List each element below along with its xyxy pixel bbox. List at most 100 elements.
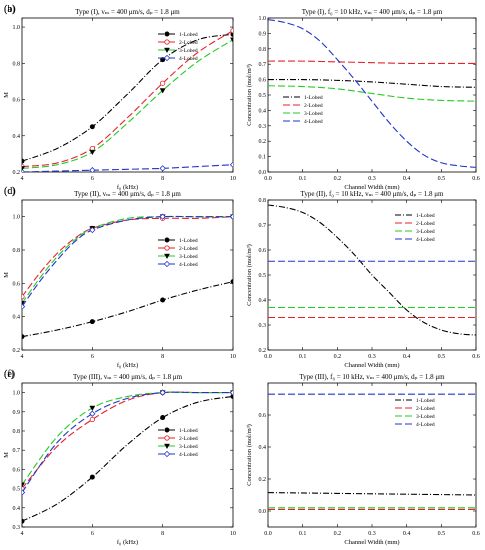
chart-panel-4: (d) Type (II), f₀ = 10 kHz, vₘ = 400 μm/s… (4, 186, 480, 369)
y-tick-label: 0.4 (259, 445, 267, 451)
x-tick-label: 0.3 (368, 176, 376, 182)
y-tick-label: 0.8 (13, 61, 21, 67)
series-4-marker-2 (159, 213, 166, 220)
x-tick-label: 0.3 (368, 531, 376, 537)
chart-title: Type (II), vₘ = 400 μm/s, dₚ = 1.8 μm (74, 190, 181, 198)
legend-label: 4-Lobed (416, 237, 435, 243)
y-axis-label: M (3, 92, 10, 98)
legend-3-marker-0 (164, 47, 170, 54)
series-4-lobed (22, 213, 233, 310)
x-tick-label: 0.2 (334, 176, 342, 182)
x-tick-label: 8 (161, 531, 164, 537)
series-4-lobed (22, 389, 233, 496)
y-tick-label: 1.0 (13, 215, 21, 221)
x-tick-label: 0.6 (472, 176, 480, 182)
series-4-marker-2 (159, 165, 166, 172)
y-tick-label: 0.1 (259, 155, 267, 161)
legend-label: 2-Lobed (179, 40, 198, 46)
series-3-marker-1 (89, 405, 96, 411)
series-2-marker-0 (22, 294, 25, 300)
series-1-marker-0 (22, 158, 25, 164)
y-tick-label: 0.3 (13, 525, 21, 531)
chart-panel-1: (a) Type (I), vₘ = 400 μm/s, dₚ = 1.8 μm 4… (3, 4, 236, 191)
series-1-marker-1 (89, 474, 95, 480)
legend-2-marker-0 (164, 245, 170, 251)
x-tick-label: 0.4 (403, 176, 411, 182)
x-axis-label: f₀ (kHz) (117, 539, 138, 546)
legend: 1-Lobed 2-Lobed 3-Lobed 4-Lobed (158, 237, 198, 268)
chart-title: Type (I), f₀ = 10 kHz, vₘ = 400 μm/s, dₚ… (302, 8, 443, 16)
series-4-marker-3 (229, 161, 233, 168)
series-line (22, 215, 233, 304)
series-2-lobed (22, 28, 233, 170)
series-1-lobed (268, 78, 476, 88)
x-tick-label: 6 (91, 176, 94, 182)
y-tick-label: 0.4 (13, 506, 21, 512)
legend-label: 2-Lobed (416, 221, 435, 227)
x-tick-label: 0.1 (299, 176, 307, 182)
y-tick-label: 0.6 (259, 78, 267, 84)
series-1-marker-3 (230, 279, 233, 285)
y-axis-label: Concentration (mol/m³) (246, 424, 253, 486)
series-4-marker-0 (22, 303, 26, 310)
series-1-marker-0 (22, 334, 25, 340)
legend-2-marker-0 (164, 435, 170, 441)
x-tick-label: 0.5 (438, 531, 446, 537)
series-4-marker-0 (22, 168, 26, 172)
y-axis-label: Concentration (mol/m³) (246, 64, 253, 126)
series-1-marker-2 (160, 415, 166, 421)
series-1-marker-2 (160, 297, 166, 303)
chart-panel-3: (c) Type (II), vₘ = 400 μm/s, dₚ = 1.8 μm… (3, 186, 236, 369)
x-tick-label: 0.2 (334, 531, 342, 537)
y-axis-label: M (3, 272, 10, 278)
series-3-marker-2 (159, 88, 166, 94)
y-tick-label: 0.4 (259, 108, 267, 114)
series-1-marker-3 (230, 393, 233, 399)
x-tick-label: 0.5 (438, 176, 446, 182)
x-tick-label: 10 (230, 354, 236, 360)
series-line (22, 391, 233, 493)
plot-frame (21, 17, 234, 173)
legend-label: 1-Lobed (179, 238, 198, 244)
series-4-marker-1 (89, 226, 96, 234)
y-tick-label: 0.8 (259, 198, 267, 204)
y-tick-label: 0.2 (259, 348, 267, 354)
series-4-lobed (22, 161, 233, 172)
y-tick-label: 0.4 (13, 134, 21, 140)
series-2-lobed (268, 60, 476, 65)
x-axis-label: Channel Width (mm) (344, 184, 399, 191)
x-tick-label: 0.0 (264, 531, 272, 537)
series-line (22, 39, 233, 169)
legend-label: 1-Lobed (416, 213, 435, 219)
legend: 1-Lobed 2-Lobed 3-Lobed 4-Lobed (158, 427, 198, 458)
x-axis-label: Channel Width (mm) (344, 539, 399, 546)
series-4-marker-3 (229, 213, 233, 220)
chart-title: Type (II), f₀ = 10 kHz, vₘ = 400 μm/s, d… (301, 190, 444, 198)
x-tick-label: 8 (161, 176, 164, 182)
plot-frame (267, 17, 477, 173)
legend: 1-Lobed 2-Lobed 3-Lobed 4-Lobed (283, 95, 323, 125)
y-tick-label: 1.0 (259, 16, 267, 22)
series-line (22, 395, 233, 522)
y-tick-label: 0.7 (259, 62, 267, 68)
legend-label: 1-Lobed (416, 398, 435, 404)
series-3-marker-3 (230, 37, 233, 43)
x-tick-label: 0.1 (299, 531, 307, 537)
legend-4-marker-0 (163, 260, 171, 268)
y-tick-label: 0.0 (259, 170, 267, 176)
x-tick-label: 10 (230, 531, 236, 537)
y-axis-label: M (3, 452, 10, 458)
legend-label: 2-Lobed (179, 246, 198, 252)
series-4-marker-0 (22, 489, 26, 496)
legend-label: 4-Lobed (304, 119, 323, 125)
series-1-lobed (268, 492, 476, 496)
x-tick-label: 0.3 (368, 354, 376, 360)
x-tick-label: 4 (21, 354, 24, 360)
series-3-lobed (22, 37, 233, 172)
series-4-lobed (268, 18, 476, 168)
series-3-marker-0 (22, 166, 25, 172)
series-line (268, 492, 476, 496)
series-2-marker-2 (160, 80, 166, 86)
legend-4-marker-0 (163, 450, 171, 458)
